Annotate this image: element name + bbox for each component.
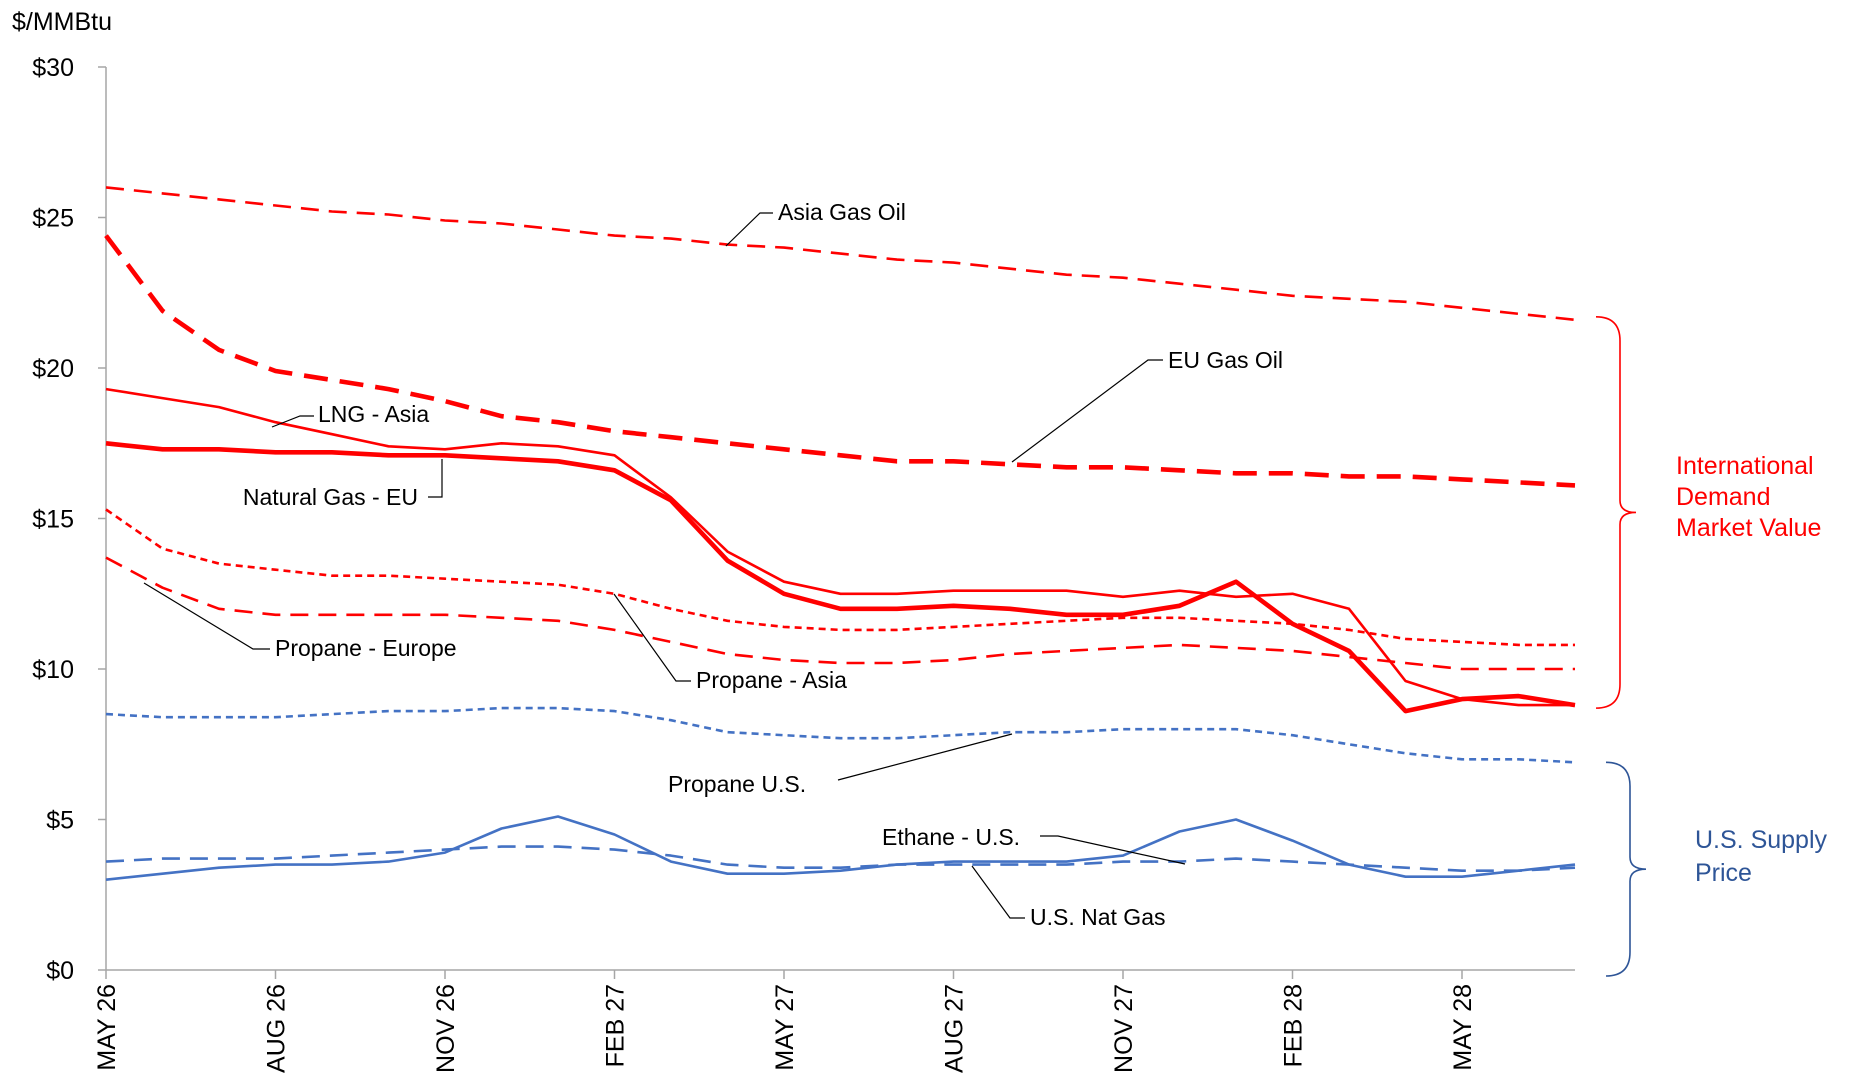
- y-tick-label: $20: [32, 355, 74, 383]
- series-line-4: [105, 508, 1575, 647]
- series-labels: Asia Gas Oil EU Gas Oil LNG - Asia Natural …: [143, 199, 1283, 930]
- leader-line: [1040, 835, 1186, 865]
- x-tick-label: AUG 26: [263, 984, 291, 1073]
- series-label: Natural Gas - EU: [243, 484, 418, 510]
- series-label: Ethane - U.S.: [882, 824, 1020, 850]
- leader-line: [613, 593, 691, 682]
- leader-line: [1011, 359, 1163, 463]
- series-line-5: [105, 556, 1575, 671]
- group-label: Market Value: [1676, 514, 1821, 542]
- y-tick-label: $5: [46, 807, 74, 835]
- leader-line: [725, 212, 773, 247]
- series-label: Asia Gas Oil: [778, 199, 906, 225]
- series-line-6: [105, 706, 1576, 764]
- y-tick-label: $15: [32, 506, 74, 534]
- leader-line: [143, 582, 270, 650]
- group-label: Price: [1695, 859, 1752, 887]
- series-label: LNG - Asia: [318, 401, 429, 427]
- leader-line: [837, 733, 1013, 781]
- x-tick-label: NOV 27: [1110, 984, 1138, 1073]
- series-line-1: [104, 234, 1576, 488]
- x-tick-label: NOV 26: [432, 984, 460, 1073]
- y-tick-label: $25: [32, 205, 74, 233]
- y-axis-title: $/MMBtu: [12, 8, 112, 36]
- group-label: International: [1676, 452, 1814, 480]
- y-tick-label: $30: [32, 54, 74, 82]
- x-tick-label: FEB 28: [1280, 984, 1308, 1067]
- series-label: U.S. Nat Gas: [1030, 904, 1165, 930]
- leader-line: [428, 459, 443, 498]
- series-line-2: [105, 387, 1575, 707]
- series-lines: [104, 186, 1576, 881]
- group-bracket: [1605, 761, 1647, 977]
- y-tick-label: $0: [46, 957, 74, 985]
- series-label: Propane U.S.: [668, 771, 806, 797]
- group-label: U.S. Supply: [1695, 826, 1828, 854]
- x-tick-label: MAY 26: [93, 984, 121, 1071]
- y-axis: $0 $5 $10 $15 $20 $25 $30: [32, 54, 107, 985]
- y-tick-label: $10: [32, 656, 74, 684]
- group-bracket: [1595, 316, 1637, 709]
- leader-line: [971, 865, 1025, 919]
- group-brackets: International Demand Market Value U.S. Supp…: [1595, 316, 1828, 977]
- series-line-8: [105, 845, 1576, 872]
- x-tick-label: MAY 28: [1449, 984, 1477, 1071]
- x-tick-label: FEB 27: [602, 984, 630, 1067]
- series-line-7: [105, 815, 1576, 881]
- x-tick-label: AUG 27: [941, 984, 969, 1073]
- series-label: Propane - Asia: [696, 667, 847, 693]
- leader-line: [271, 415, 314, 428]
- x-axis: MAY 26 AUG 26 NOV 26 FEB 27 MAY 27 AUG 27 NOV …: [93, 969, 1575, 1073]
- series-line-3: [105, 441, 1576, 714]
- series-label: EU Gas Oil: [1168, 347, 1283, 373]
- series-label: Propane - Europe: [275, 635, 457, 661]
- series-line-0: [105, 186, 1576, 322]
- x-tick-label: MAY 27: [771, 984, 799, 1071]
- group-label: Demand: [1676, 483, 1771, 511]
